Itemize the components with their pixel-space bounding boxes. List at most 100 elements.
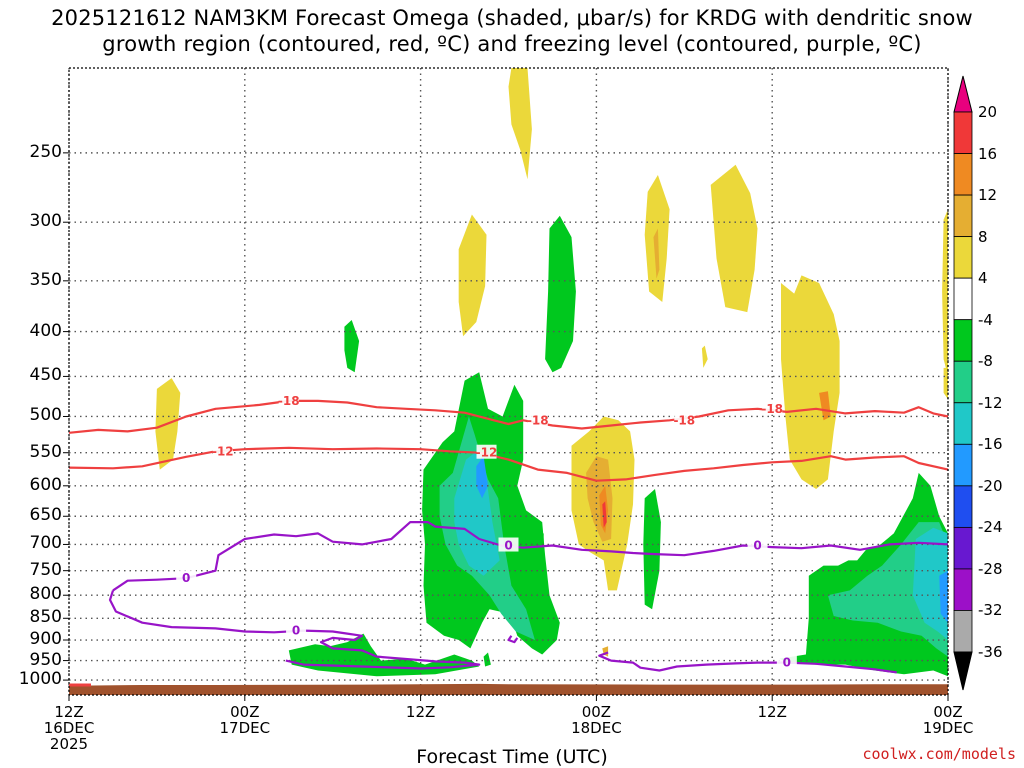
x-tick-label-1-line2: 17DEC bbox=[219, 719, 271, 737]
omega-shade-0 bbox=[508, 68, 532, 180]
colorbar-label-7: -12 bbox=[978, 393, 1003, 412]
credit-link[interactable]: coolwx.com/models bbox=[862, 745, 1016, 763]
x-tick-label-4: 12Z bbox=[732, 704, 812, 752]
omega-shade-16 bbox=[545, 215, 576, 373]
contour-line-minus18 bbox=[68, 399, 949, 434]
colorbar-label-13: -36 bbox=[978, 643, 1003, 661]
contour-label-bg bbox=[176, 570, 197, 585]
contour-label--12: -12 bbox=[476, 446, 498, 460]
x-tick-label-0-line1: 12Z bbox=[54, 703, 84, 721]
contour-label--18: -18 bbox=[278, 394, 300, 408]
colorbar-bottom-arrow bbox=[953, 651, 973, 691]
omega-shade-22 bbox=[483, 652, 491, 667]
y-tick-label-900: 900 bbox=[29, 629, 62, 649]
contour-label-0: 0 bbox=[504, 539, 512, 553]
omega-shade-5 bbox=[781, 275, 840, 489]
colorbar-label-10: -24 bbox=[978, 518, 1003, 537]
x-tick-label-2: 12Z bbox=[381, 704, 461, 752]
colorbar-segment-3 bbox=[953, 194, 973, 238]
y-tick-label-1000: 1000 bbox=[18, 669, 62, 690]
colorbar-label-4: 4 bbox=[978, 269, 988, 288]
y-tick-label-950: 950 bbox=[29, 649, 62, 670]
colorbar-segment-6 bbox=[953, 319, 973, 362]
colorbar-label-2: 12 bbox=[978, 186, 998, 205]
y-tick-label-500: 500 bbox=[29, 405, 62, 426]
contour-label-0: 0 bbox=[182, 571, 190, 585]
colorbar-label-6: -8 bbox=[978, 352, 993, 371]
omega-shade-13 bbox=[653, 228, 660, 279]
contour-label-bg bbox=[286, 622, 307, 637]
x-tick-label-5-line1: 00Z bbox=[933, 703, 963, 721]
chart-title-line1: 2025121612 NAM3KM Forecast Omega (shaded… bbox=[51, 6, 973, 30]
x-tick-label-5-line2: 19DEC bbox=[922, 719, 974, 737]
colorbar-label-8: -16 bbox=[978, 435, 1003, 454]
omega-shade-9 bbox=[701, 345, 708, 368]
x-tick-label-4-line2 bbox=[732, 720, 812, 736]
colorbar-label-9: -20 bbox=[978, 476, 1003, 495]
contour-label-bg bbox=[776, 654, 797, 669]
omega-shade-4 bbox=[710, 164, 758, 313]
colorbar-segment-10 bbox=[953, 485, 973, 528]
y-tick-label-600: 600 bbox=[29, 474, 62, 495]
contour-line-0-right bbox=[598, 651, 897, 674]
contour-label-bg bbox=[476, 444, 497, 459]
contour-line-0-upper bbox=[112, 520, 949, 592]
y-tick-label-350: 350 bbox=[29, 269, 62, 290]
colorbar-segment-8 bbox=[953, 402, 973, 445]
contour-label-0: 0 bbox=[292, 624, 300, 638]
x-tick-label-2-line1: 12Z bbox=[405, 703, 436, 721]
y-tick-label-550: 550 bbox=[29, 441, 62, 462]
contour-label-bg bbox=[498, 537, 519, 552]
contour-label--18: -18 bbox=[761, 402, 783, 416]
contour-line-0-small bbox=[507, 635, 519, 644]
y-tick-label-650: 650 bbox=[29, 505, 62, 526]
x-tick-label-5: 00Z 19DEC bbox=[908, 704, 988, 752]
x-tick-label-1: 00Z 17DEC bbox=[205, 704, 285, 752]
y-tick-label-800: 800 bbox=[29, 584, 62, 605]
terrain bbox=[69, 683, 948, 695]
chart-title-line2: growth region (contoured, red, ºC) and f… bbox=[102, 32, 922, 56]
colorbar-label-11: -28 bbox=[978, 559, 1003, 578]
colorbar-label-12: -32 bbox=[978, 601, 1003, 620]
contour-label-bg bbox=[762, 400, 783, 415]
contour-line-0-lower bbox=[108, 590, 481, 670]
x-tick-label-4-line1: 12Z bbox=[757, 703, 787, 721]
x-axis-title: Forecast Time (UTC) bbox=[416, 746, 608, 768]
y-tick-label-450: 450 bbox=[29, 365, 62, 386]
contour-label--18: -18 bbox=[527, 413, 549, 427]
x-tick-label-0-line2: 16DEC bbox=[43, 719, 95, 737]
omega-shade-20 bbox=[534, 533, 544, 556]
colorbar-segment-5 bbox=[953, 277, 973, 321]
omega-shade-14 bbox=[819, 391, 831, 421]
contour-label--12: -12 bbox=[212, 444, 234, 458]
contour-label--18: -18 bbox=[673, 413, 695, 427]
colorbar-segment-11 bbox=[953, 526, 973, 570]
y-tick-label-250: 250 bbox=[29, 141, 62, 162]
y-tick-label-400: 400 bbox=[29, 320, 62, 341]
contour-label-bg bbox=[212, 443, 233, 458]
colorbar-label-0: 20 bbox=[978, 103, 998, 121]
omega-shade-1 bbox=[458, 214, 487, 337]
colorbar-label-5: -4 bbox=[978, 310, 993, 329]
contour-line-minus12 bbox=[68, 446, 949, 482]
omega-shade-6 bbox=[942, 209, 948, 377]
x-tick-label-3: 00Z 18DEC bbox=[556, 704, 636, 752]
colorbar-label-3: 8 bbox=[978, 227, 988, 246]
omega-shade-12 bbox=[602, 501, 607, 528]
contour-label-bg bbox=[674, 412, 695, 427]
plot-frame bbox=[68, 67, 949, 696]
omega-shade-29 bbox=[939, 570, 948, 623]
contour-label-0: 0 bbox=[783, 656, 791, 670]
colorbar-top-arrow bbox=[953, 75, 973, 113]
x-tick-label-1-line1: 00Z bbox=[230, 703, 260, 721]
colorbar-segment-4 bbox=[953, 236, 973, 279]
contour-label-bg bbox=[278, 392, 299, 407]
y-tick-label-700: 700 bbox=[29, 533, 62, 554]
y-tick-label-300: 300 bbox=[29, 211, 62, 232]
omega-shade-26 bbox=[476, 456, 488, 499]
colorbar-segment-9 bbox=[953, 443, 973, 487]
contour-label-bg bbox=[747, 537, 768, 552]
x-tick-label-0: 12Z 16DEC 2025 bbox=[29, 704, 109, 752]
y-tick-label-850: 850 bbox=[29, 607, 62, 628]
